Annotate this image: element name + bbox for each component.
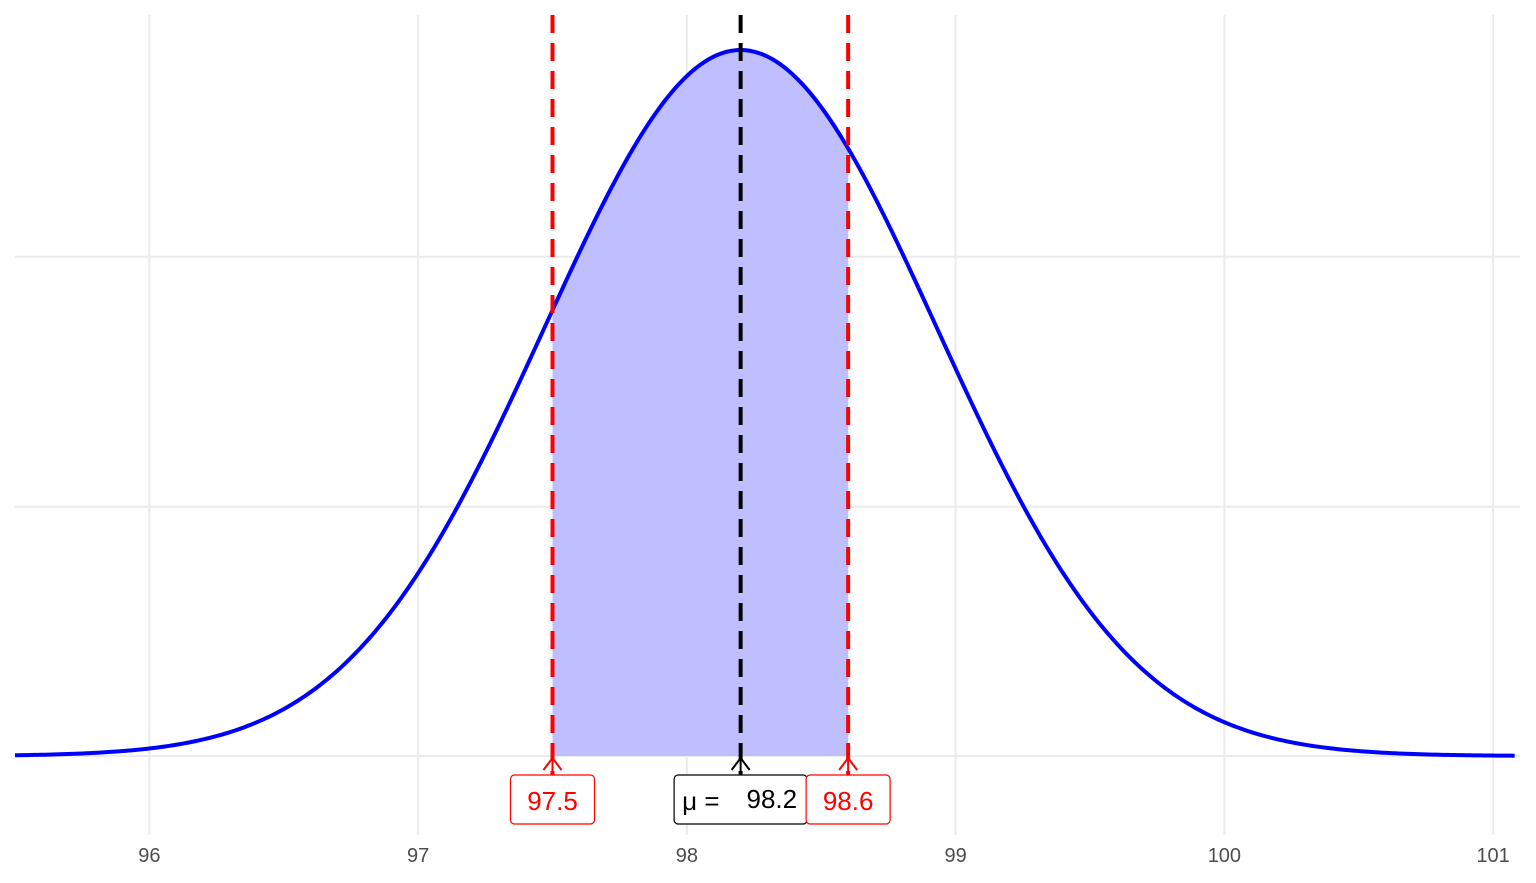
annotation-label: 98.6 — [823, 786, 874, 816]
annotations: 97.5 μ = 98.2 98.6 — [509, 756, 891, 825]
annotation-97.5: 97.5 — [509, 756, 596, 825]
density-curve — [14, 48, 1515, 758]
annotation-box — [805, 774, 891, 825]
reference-lines — [550, 15, 851, 826]
annotation-98.2: μ = 98.2 — [673, 756, 808, 825]
annotation-arrow-head — [838, 756, 858, 771]
x-tick-label-98: 98 — [676, 845, 698, 867]
x-axis-tick-labels: 96 97 98 99 100 101 — [138, 845, 1510, 867]
mean-label-value: 98.2 — [747, 784, 798, 814]
x-tick-label-101: 101 — [1476, 845, 1509, 867]
x-tick-label-99: 99 — [945, 845, 967, 867]
shaded-area — [552, 50, 849, 756]
mean-label-prefix: μ = — [682, 786, 719, 816]
annotation-arrow-head — [730, 756, 751, 771]
x-tick-label-96: 96 — [138, 845, 160, 867]
annotation-98.6: 98.6 — [805, 756, 891, 825]
x-tick-label-100: 100 — [1208, 845, 1241, 867]
annotation-arrow-head — [542, 756, 563, 771]
annotation-box — [509, 774, 596, 825]
x-tick-label-97: 97 — [407, 845, 429, 867]
annotation-label: 97.5 — [527, 786, 578, 816]
